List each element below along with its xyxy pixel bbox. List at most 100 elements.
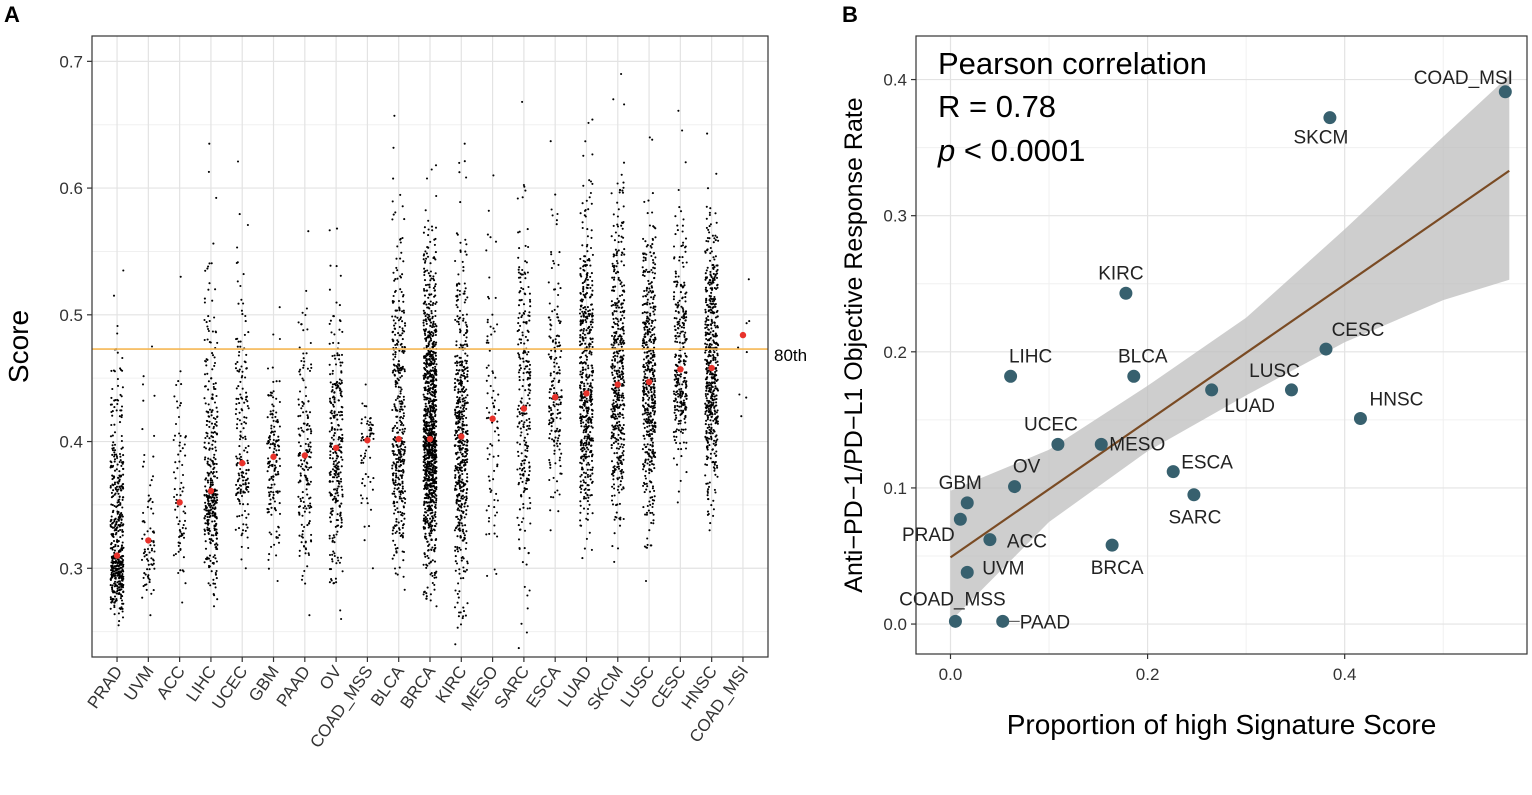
data-point xyxy=(426,306,429,309)
data-point xyxy=(591,153,594,156)
data-point xyxy=(579,511,582,514)
data-point xyxy=(433,496,436,499)
data-point xyxy=(205,423,208,427)
data-point xyxy=(366,502,369,505)
data-point xyxy=(244,398,248,401)
data-point xyxy=(556,408,559,411)
data-point xyxy=(582,306,585,309)
data-point xyxy=(370,429,373,432)
data-point xyxy=(463,484,466,487)
data-point xyxy=(425,481,428,484)
data-point xyxy=(550,413,553,416)
data-point xyxy=(433,501,436,504)
data-point xyxy=(184,512,187,515)
data-point xyxy=(244,446,247,449)
data-point xyxy=(216,476,219,479)
data-point xyxy=(527,350,530,354)
data-point xyxy=(206,267,209,270)
data-point xyxy=(517,647,520,650)
data-point xyxy=(524,260,527,263)
data-point xyxy=(427,526,430,529)
data-point xyxy=(359,454,363,457)
data-point xyxy=(206,515,209,519)
data-point xyxy=(429,534,432,537)
data-point xyxy=(579,304,582,307)
data-point xyxy=(245,353,248,356)
data-point xyxy=(117,488,120,491)
data-point xyxy=(458,356,461,359)
data-point xyxy=(214,382,217,385)
data-point xyxy=(275,380,278,383)
data-point xyxy=(493,498,496,502)
data-point xyxy=(331,403,335,406)
data-point xyxy=(556,305,559,308)
data-point xyxy=(517,483,520,486)
data-point xyxy=(518,369,521,372)
data-point xyxy=(337,423,340,426)
data-point xyxy=(341,458,344,461)
data-point xyxy=(360,439,363,442)
data-point xyxy=(560,395,563,398)
data-point xyxy=(580,425,583,428)
data-point xyxy=(118,592,121,595)
data-point xyxy=(394,381,397,384)
data-point xyxy=(464,238,467,241)
data-point xyxy=(363,404,366,408)
data-point xyxy=(211,352,214,355)
data-point xyxy=(428,307,431,310)
data-point xyxy=(150,507,153,510)
data-point xyxy=(240,396,243,399)
data-point xyxy=(429,496,432,500)
data-point xyxy=(114,492,117,495)
data-point xyxy=(488,487,491,490)
data-point xyxy=(422,563,425,566)
data-point xyxy=(150,479,153,482)
data-point xyxy=(334,465,337,468)
data-point xyxy=(526,594,529,597)
data-point xyxy=(246,404,249,408)
data-point xyxy=(529,305,532,308)
data-point xyxy=(403,350,406,353)
data-point xyxy=(487,364,490,367)
data-point xyxy=(143,555,146,558)
data-point xyxy=(176,467,179,470)
data-point xyxy=(391,427,394,430)
data-point xyxy=(302,500,305,504)
data-point xyxy=(463,516,466,519)
data-point xyxy=(211,409,214,412)
data-point xyxy=(110,410,113,414)
data-point xyxy=(115,468,118,471)
data-point xyxy=(454,355,457,358)
data-point xyxy=(427,557,430,560)
data-point xyxy=(303,569,306,573)
data-point xyxy=(208,509,211,512)
data-point xyxy=(466,472,469,476)
data-point xyxy=(239,488,242,491)
data-point xyxy=(395,472,398,475)
data-point xyxy=(527,394,530,397)
data-point xyxy=(336,487,339,490)
data-point xyxy=(174,552,177,556)
data-point xyxy=(393,492,396,495)
data-point xyxy=(394,547,397,550)
data-point xyxy=(433,478,436,481)
data-point xyxy=(425,432,428,435)
data-point xyxy=(336,468,339,471)
data-point xyxy=(435,497,438,500)
data-point xyxy=(463,160,466,163)
data-point xyxy=(462,266,465,269)
data-point xyxy=(435,466,438,469)
data-point xyxy=(203,458,206,461)
data-point xyxy=(429,517,432,520)
data-point xyxy=(487,341,490,344)
data-point xyxy=(586,376,589,379)
data-point xyxy=(580,322,583,325)
data-point xyxy=(178,520,181,523)
data-point xyxy=(425,501,428,504)
data-point xyxy=(361,436,364,439)
data-point xyxy=(427,544,430,548)
data-point xyxy=(424,270,427,273)
data-point xyxy=(399,392,402,395)
data-point xyxy=(423,332,426,335)
data-point xyxy=(580,392,583,395)
